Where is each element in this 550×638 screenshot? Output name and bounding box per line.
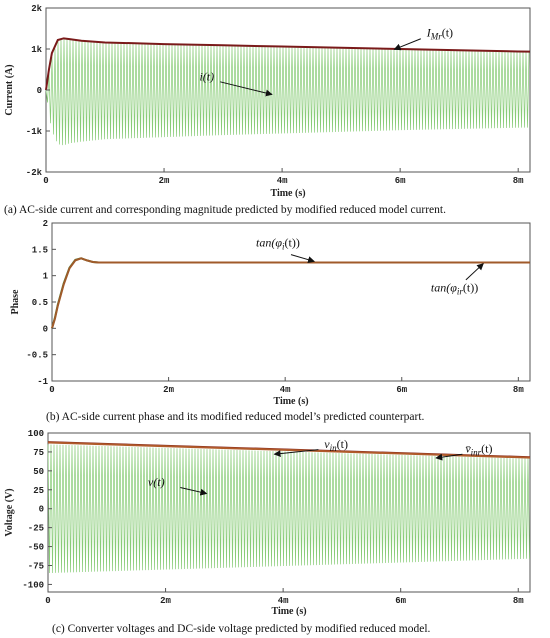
panel-c-series-0-waveform — [47, 444, 530, 574]
panel-a-y-tick-label: -2k — [26, 168, 43, 178]
panel-c-y-tick-label: -75 — [28, 562, 44, 572]
panel-c-y-axis-label: Voltage (V) — [4, 488, 15, 536]
panel-b-y-tick-label: 2 — [43, 219, 48, 229]
panel-a-y-tick-label: 2k — [31, 4, 42, 14]
panel-b-series-1-line — [51, 257, 530, 329]
panel-a-x-axis-label: Time (s) — [270, 188, 305, 199]
panel-c-y-tick-label: 50 — [33, 467, 44, 477]
panel-b-annotation-label: tan(φir(t)) — [431, 280, 478, 296]
panel-b-plot-area — [51, 222, 531, 382]
panel-a-y-tick-label: 1k — [31, 45, 42, 55]
panel-b-plot: 0 2m 4m 6m 8m 2 1.5 1 0.5 0 -0.5 -1 Time (s) Phase tan… — [10, 219, 531, 407]
panel-c-y-tick-label: 0 — [39, 505, 44, 515]
panel-a-series-0-waveform — [45, 38, 530, 146]
panel-a-x-tick-label: 8m — [513, 176, 524, 186]
panel-a-y-tick-label: 0 — [37, 86, 42, 96]
panel-b-y-tick-label: 0 — [43, 324, 48, 334]
panel-c-annotation-arrow — [435, 453, 463, 461]
panel-a: 0 2m 4m 6m 8m 2k 1k 0 -1k -2k Time (s) Current (A) I… — [4, 4, 531, 216]
panel-c-y-tick-label: -50 — [28, 543, 44, 553]
panel-c-annotation-label: v(t) — [148, 475, 165, 489]
panel-a-annotation-label: i(t) — [199, 70, 214, 84]
panel-b-y-tick-label: -1 — [37, 377, 48, 387]
panel-b-x-tick-label: 8m — [513, 385, 524, 395]
panel-b-y-axis-label: Phase — [10, 289, 21, 315]
panel-c-y-tick-label: 100 — [28, 429, 44, 439]
panel-a-annotation-label: IMr(t) — [426, 26, 453, 42]
panel-b-x-tick-label: 2m — [163, 385, 174, 395]
panel-c-annotation-arrow — [273, 449, 319, 458]
panel-a-plot: 0 2m 4m 6m 8m 2k 1k 0 -1k -2k Time (s) Current (A) I… — [4, 4, 531, 199]
panel-c-y-tick-label: 75 — [33, 448, 44, 458]
panel-b-y-tick-label: 1.5 — [32, 245, 48, 255]
panel-b-x-tick-label: 0 — [49, 385, 54, 395]
panel-c-x-tick-label: 8m — [513, 596, 524, 606]
panel-a-x-tick-label: 4m — [277, 176, 288, 186]
panel-c-y-tick-label: -100 — [22, 580, 44, 590]
panel-c-y-tick-label: -25 — [28, 524, 44, 534]
panel-c-x-tick-label: 4m — [278, 596, 289, 606]
panel-b-annotation-arrow — [290, 254, 315, 264]
panel-c-caption: (c) Converter voltages and DC-side volta… — [52, 623, 431, 635]
panel-b-y-tick-label: -0.5 — [26, 351, 48, 361]
panel-c-x-tick-label: 0 — [45, 596, 50, 606]
panel-c-x-axis-label: Time (s) — [271, 606, 306, 617]
panel-c-series-2-line — [47, 441, 531, 459]
panel-b: 0 2m 4m 6m 8m 2 1.5 1 0.5 0 -0.5 -1 Time (s) Phase tan… — [10, 219, 531, 423]
panel-c-annotation-arrow — [180, 487, 208, 496]
panel-a-caption: (a) AC-side current and corresponding ma… — [4, 204, 446, 216]
panel-b-annotation-arrow — [465, 263, 484, 281]
panel-a-x-tick-label: 0 — [43, 176, 48, 186]
panel-a-series-1-line — [45, 37, 531, 91]
panel-c-x-tick-label: 2m — [160, 596, 171, 606]
panel-c: 0 2m 4m 6m 8m 100 75 50 25 0 -25 -50 -75 -100 Time (s)… — [4, 429, 531, 635]
panel-b-y-tick-label: 0.5 — [32, 298, 48, 308]
panel-c-y-tick-label: 25 — [33, 486, 44, 496]
panel-b-x-axis-label: Time (s) — [273, 396, 308, 407]
panel-a-annotation-arrow — [220, 81, 273, 97]
panel-b-annotation-label: tan(φi(t)) — [256, 236, 300, 252]
panel-a-y-axis-label: Current (A) — [4, 64, 15, 115]
panel-c-plot: 0 2m 4m 6m 8m 100 75 50 25 0 -25 -50 -75 -100 Time (s)… — [4, 429, 531, 617]
panel-c-annotation-label: v̄inr(t) — [465, 442, 492, 458]
panel-a-x-tick-label: 6m — [395, 176, 406, 186]
panel-a-annotation-arrow — [393, 38, 421, 51]
panel-a-y-tick-label: -1k — [26, 127, 43, 137]
panel-c-x-tick-label: 6m — [395, 596, 406, 606]
panel-a-x-tick-label: 2m — [159, 176, 170, 186]
panel-c-annotation-label: vin(t) — [324, 437, 348, 453]
panel-b-x-tick-label: 4m — [280, 385, 291, 395]
panel-b-y-tick-label: 1 — [43, 272, 49, 282]
panel-b-caption: (b) AC-side current phase and its modifi… — [46, 411, 425, 423]
panel-b-x-tick-label: 6m — [396, 385, 407, 395]
